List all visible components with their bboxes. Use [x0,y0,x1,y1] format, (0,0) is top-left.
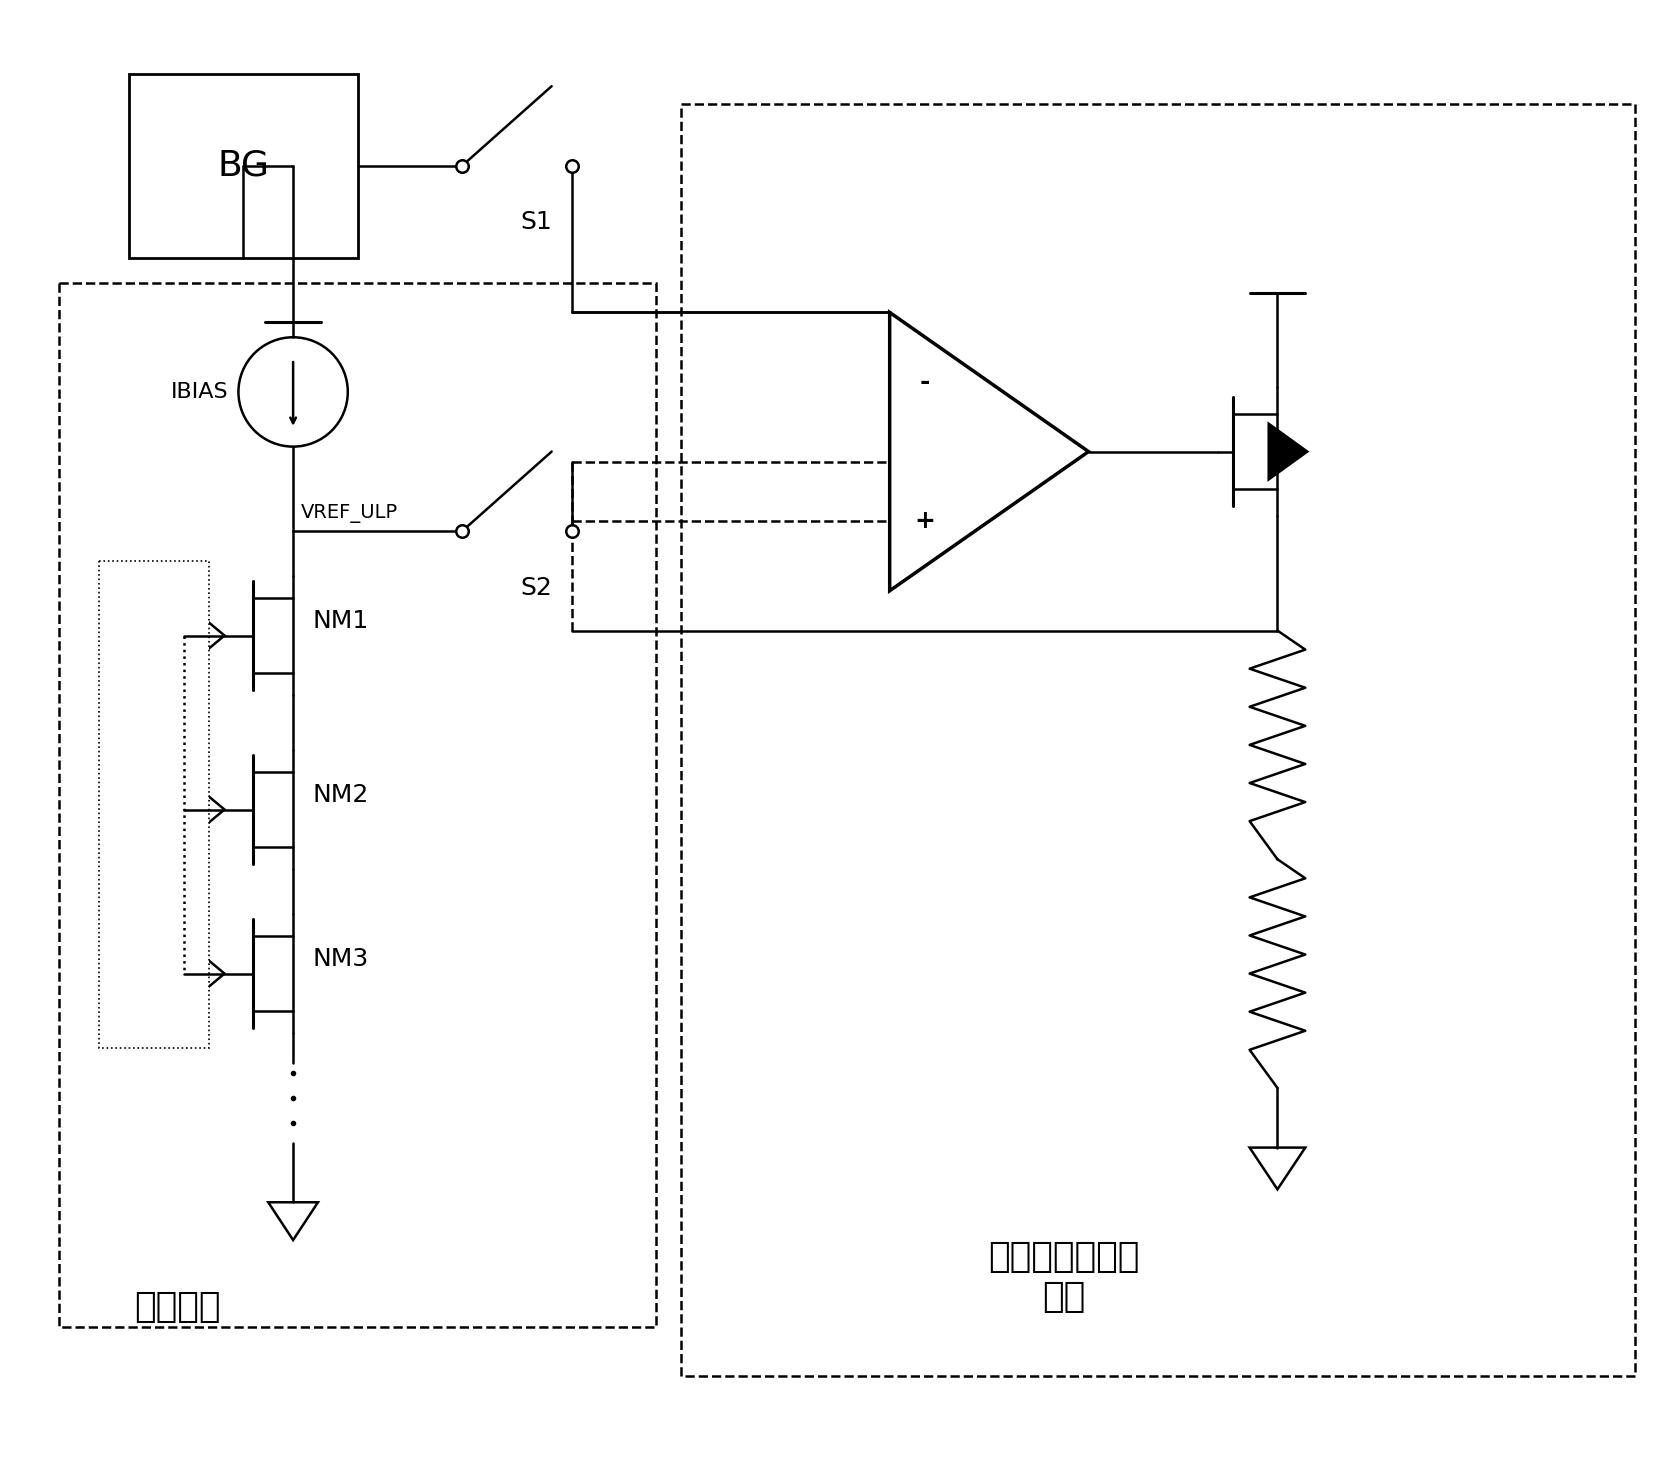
Text: BG: BG [217,149,269,182]
Text: 偏置电路: 偏置电路 [134,1289,220,1323]
Text: NM1: NM1 [314,609,369,632]
Bar [60,283,656,1326]
Text: S2: S2 [521,576,552,600]
Bar [681,103,1636,1377]
Text: VREF_ULP: VREF_ULP [300,504,399,523]
Text: -: - [920,370,930,393]
Bar [98,561,209,1048]
Text: S1: S1 [521,210,552,235]
Text: NM2: NM2 [314,782,369,807]
Bar [129,74,357,258]
Text: +: + [915,508,935,533]
Text: IBIAS: IBIAS [170,382,229,402]
Text: 低压差线性稳压
电路: 低压差线性稳压 电路 [988,1240,1140,1314]
Text: NM3: NM3 [314,947,369,970]
Polygon shape [1268,424,1307,479]
